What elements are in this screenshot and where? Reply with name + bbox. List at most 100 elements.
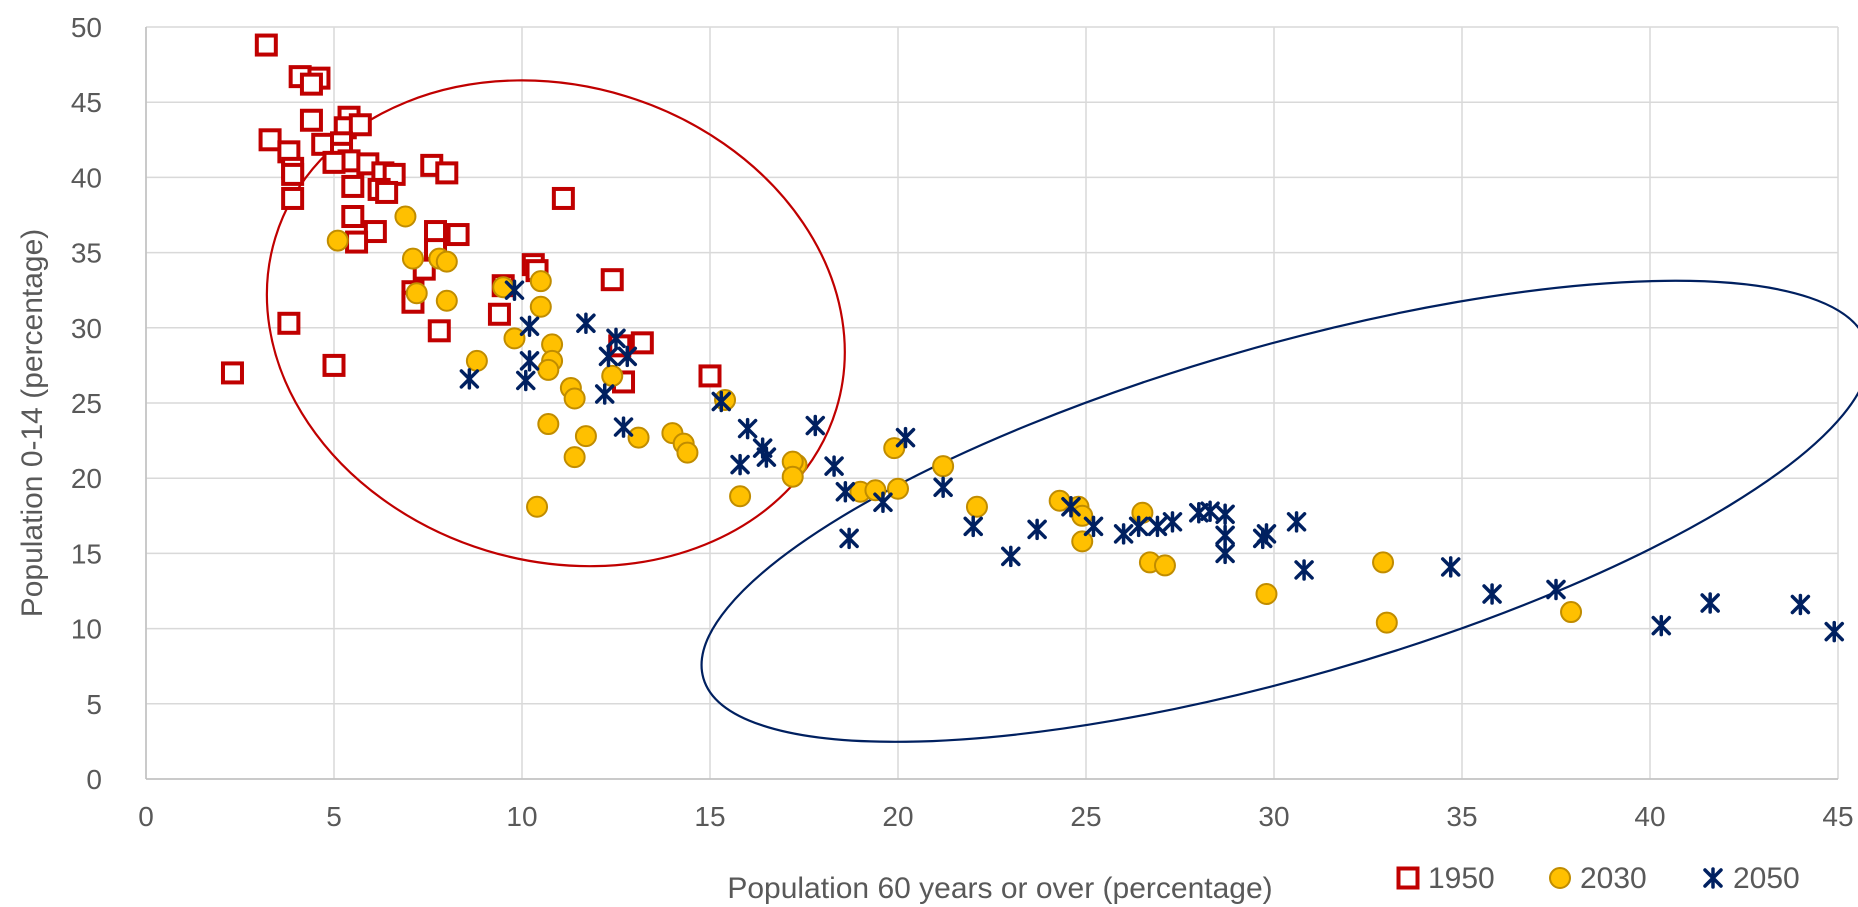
data-point-2050 xyxy=(711,390,732,413)
y-tick-label: 0 xyxy=(86,764,102,795)
x-tick-label: 5 xyxy=(326,801,342,832)
data-point-2050 xyxy=(1215,542,1235,565)
data-point-2050 xyxy=(617,345,638,368)
data-point-2050 xyxy=(1215,524,1235,547)
data-point-2050 xyxy=(1790,593,1811,616)
series-1950 xyxy=(220,33,722,394)
data-point-2030 xyxy=(435,250,458,273)
data-point-2050 xyxy=(1700,592,1720,614)
data-point-2050 xyxy=(1294,559,1314,581)
data-point-2050 xyxy=(613,416,634,438)
data-point-2030 xyxy=(326,229,349,252)
x-tick-label: 30 xyxy=(1258,801,1289,832)
cluster-ellipse xyxy=(700,279,1858,743)
data-point-2050 xyxy=(839,527,859,550)
x-tick-label: 20 xyxy=(882,801,913,832)
data-point-1950 xyxy=(600,268,624,292)
y-tick-label: 50 xyxy=(71,12,102,43)
y-tick-label: 5 xyxy=(86,689,102,720)
data-point-2050 xyxy=(594,383,615,405)
data-point-2050 xyxy=(1061,496,1081,518)
legend-marker-2030 xyxy=(1549,867,1571,889)
data-point-1950 xyxy=(299,108,323,132)
data-point-2050 xyxy=(598,345,619,368)
data-point-2030 xyxy=(627,426,650,449)
data-point-2050 xyxy=(756,446,777,468)
data-point-2050 xyxy=(1546,578,1566,601)
data-point-2050 xyxy=(873,491,893,514)
data-point-2030 xyxy=(563,387,586,410)
y-tick-label: 35 xyxy=(71,238,102,269)
data-point-2030 xyxy=(394,205,417,228)
data-point-1950 xyxy=(698,364,722,388)
y-tick-label: 15 xyxy=(71,538,102,569)
data-point-2050 xyxy=(459,368,480,390)
data-point-2030 xyxy=(1255,583,1278,606)
data-point-1950 xyxy=(630,331,654,355)
data-point-2050 xyxy=(1651,614,1672,637)
x-axis-title: Population 60 years or over (percentage) xyxy=(727,872,1272,905)
data-point-1950 xyxy=(254,33,278,57)
cluster-ellipses xyxy=(265,79,1858,743)
data-point-2050 xyxy=(1147,515,1168,538)
data-point-2050 xyxy=(1128,515,1149,538)
data-point-2030 xyxy=(405,282,428,305)
data-point-2030 xyxy=(526,495,549,518)
data-point-2030 xyxy=(1372,551,1395,574)
data-point-2050 xyxy=(1824,620,1844,643)
data-point-2050 xyxy=(1215,503,1235,526)
data-point-2050 xyxy=(606,327,626,350)
data-point-2050 xyxy=(1113,523,1134,545)
legend-marker-1950 xyxy=(1396,866,1420,890)
x-tick-label: 15 xyxy=(694,801,725,832)
legend: 1950 2030 2050 xyxy=(1396,862,1800,895)
data-point-2030 xyxy=(1071,530,1094,553)
data-point-2050 xyxy=(895,426,916,449)
x-tick-label: 35 xyxy=(1446,801,1477,832)
data-point-2030 xyxy=(574,425,597,448)
data-point-1950 xyxy=(435,161,459,185)
data-point-2050 xyxy=(1001,545,1021,568)
data-point-1950 xyxy=(427,319,451,343)
data-point-2030 xyxy=(435,289,458,312)
data-point-1950 xyxy=(258,128,282,152)
legend-label-2050: 2050 xyxy=(1733,862,1800,895)
data-point-2050 xyxy=(730,453,750,476)
data-point-1950 xyxy=(446,223,470,247)
data-point-2030 xyxy=(781,465,804,488)
legend-label-2030: 2030 xyxy=(1580,862,1647,895)
x-tick-label: 40 xyxy=(1634,801,1665,832)
data-point-2030 xyxy=(1153,554,1176,577)
data-point-1950 xyxy=(348,113,372,137)
data-point-2050 xyxy=(1286,511,1307,533)
data-point-2050 xyxy=(805,414,826,437)
data-point-2030 xyxy=(503,327,526,350)
data-point-1950 xyxy=(551,186,575,210)
data-point-2030 xyxy=(676,441,699,464)
data-point-2030 xyxy=(529,295,552,318)
data-point-2030 xyxy=(401,247,424,270)
y-tick-label: 40 xyxy=(71,162,102,193)
y-tick-label: 30 xyxy=(71,313,102,344)
data-point-2050 xyxy=(963,515,983,538)
legend-marker-2050 xyxy=(1703,867,1723,889)
tick-labels: 0 5 10 15 20 25 30 35 40 45 0 5 10 15 20 25 30 35 40 45 50 xyxy=(71,12,1854,832)
data-point-2050 xyxy=(1482,583,1502,605)
legend-label-1950: 1950 xyxy=(1428,862,1495,895)
x-tick-label: 25 xyxy=(1070,801,1101,832)
data-points xyxy=(220,33,1844,643)
series-2030 xyxy=(326,205,1583,634)
data-point-1950 xyxy=(487,302,511,326)
grid xyxy=(145,26,1839,780)
data-point-1950 xyxy=(281,186,305,210)
y-tick-label: 10 xyxy=(71,614,102,645)
data-point-1950 xyxy=(341,174,365,198)
data-point-1950 xyxy=(322,150,346,174)
data-point-2050 xyxy=(1083,515,1104,538)
data-point-2050 xyxy=(737,417,758,440)
data-point-1950 xyxy=(277,311,301,335)
data-point-2050 xyxy=(1440,556,1461,578)
x-tick-label: 10 xyxy=(506,801,537,832)
data-point-2030 xyxy=(529,270,552,293)
y-tick-label: 45 xyxy=(71,87,102,118)
